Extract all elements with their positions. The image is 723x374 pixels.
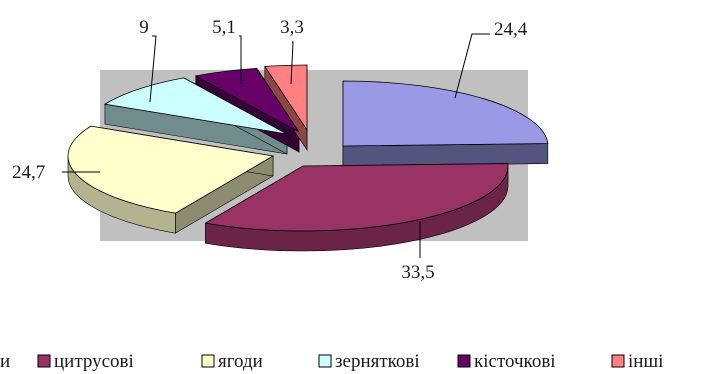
legend-swatch <box>318 354 332 368</box>
data-label: 3,3 <box>280 17 304 38</box>
legend-label: інші <box>628 351 663 372</box>
legend-swatch <box>37 354 51 368</box>
leader-line <box>149 35 157 103</box>
data-label: 9 <box>139 17 149 38</box>
legend-label: и <box>0 351 10 372</box>
pie-slice <box>194 67 300 133</box>
legend-swatch <box>611 354 625 368</box>
legend-label: ягоди <box>218 351 263 372</box>
legend-swatch <box>201 354 215 368</box>
data-label: 33,5 <box>401 262 434 283</box>
data-label: 24,7 <box>12 162 45 183</box>
legend-label: кісточкові <box>474 351 556 372</box>
pie-slice <box>264 64 308 132</box>
pie-slice <box>67 125 275 214</box>
legend-label: цитрусові <box>54 351 134 372</box>
leader-line <box>454 33 490 99</box>
data-label: 5,1 <box>212 17 236 38</box>
pie-slice <box>204 163 509 232</box>
leader-line <box>290 41 294 85</box>
data-label: 24,4 <box>494 19 528 40</box>
pie-slice <box>342 80 549 147</box>
pie-slice-side <box>342 143 549 167</box>
leader-line <box>239 35 242 84</box>
legend-swatch <box>457 354 471 368</box>
legend-label: зерняткові <box>335 351 420 372</box>
